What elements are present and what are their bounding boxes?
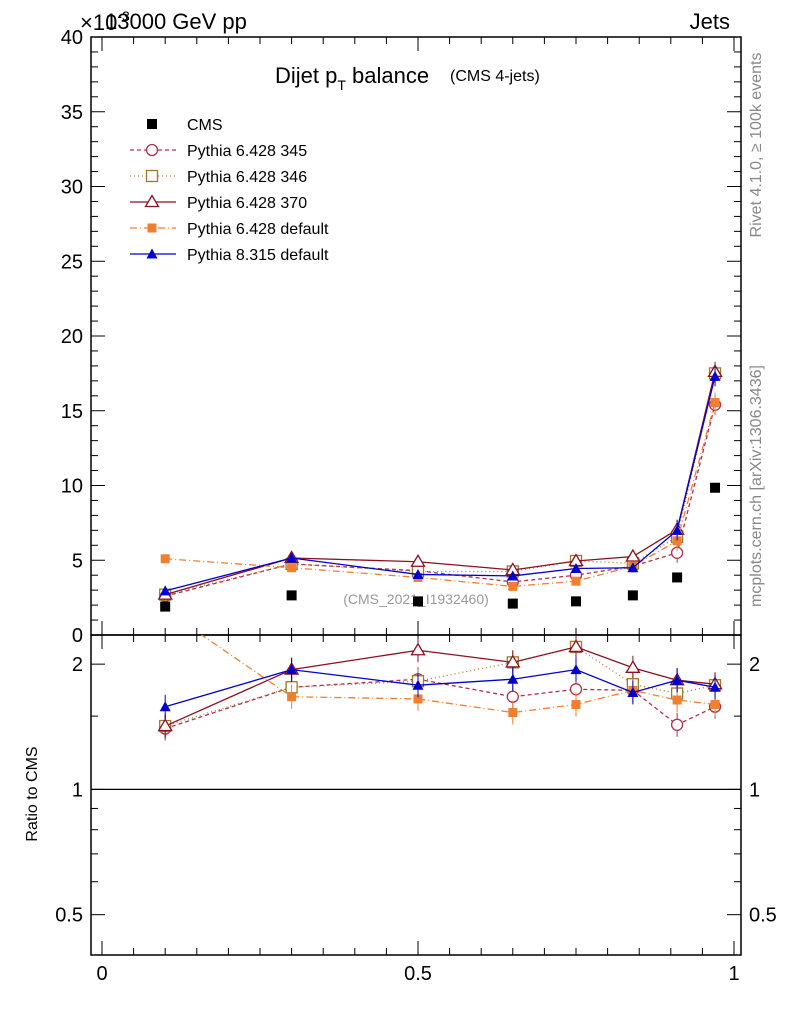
legend-label-cms: CMS — [187, 117, 223, 134]
ratio-panel-frame — [90, 634, 742, 956]
legend-marker-pythia-6-428-346 — [145, 169, 159, 183]
chart-subtitle: (CMS 4-jets) — [450, 68, 540, 85]
series-point-pythia-8-315-default — [709, 370, 721, 381]
ratio-ytick-label-right: 2 — [749, 654, 760, 676]
ratio-point-pythia-6-428-370 — [625, 660, 641, 673]
series-point-pythia-8-315-default — [159, 585, 171, 596]
cms-data-point — [627, 590, 638, 601]
main-ytick-label: 30 — [61, 177, 83, 199]
ratio-ytick-label-right: 1 — [749, 779, 760, 801]
series-point-pythia-8-315-default — [412, 568, 424, 579]
series-point-pythia-6-428-default — [160, 554, 170, 564]
legend-marker-cms — [147, 119, 157, 129]
ratio-point-pythia-6-428-default — [710, 699, 720, 709]
main-ytick-label: 40 — [61, 27, 83, 49]
series-point-pythia-8-315-default — [627, 562, 639, 573]
main-ytick-label: 10 — [61, 476, 83, 498]
ratio-point-pythia-8-315-default — [671, 674, 683, 685]
cms-data-point — [571, 596, 581, 607]
legend-label-pythia-6-428-370: Pythia 6.428 370 — [187, 195, 307, 212]
ratio-point-pythia-8-315-default — [412, 679, 424, 690]
series-point-pythia-6-428-default — [710, 398, 720, 408]
ratio-ytick-label: 2 — [72, 654, 83, 676]
ratio-point-pythia-6-428-default — [413, 694, 423, 704]
ratio-point-pythia-6-428-default — [508, 708, 518, 718]
chart-title: Dijet pT balance — [275, 63, 429, 93]
ratio-point-pythia-6-428-default — [672, 695, 682, 705]
legend-marker-pythia-6-428-345 — [145, 143, 159, 157]
legend-marker-pythia-6-428-370 — [144, 194, 160, 208]
series-point-pythia-6-428-370 — [410, 553, 426, 567]
legend-marker-pythia-8-315-default — [146, 248, 158, 259]
series-point-pythia-6-428-370 — [625, 548, 641, 562]
legend-label-pythia-6-428-345: Pythia 6.428 345 — [187, 143, 307, 160]
ratio-point-pythia-6-428-default — [287, 692, 297, 702]
mcplots-label: mcplots.cern.ch [arXiv:1306.3436] — [748, 365, 765, 607]
ratio-series-group — [157, 635, 723, 741]
main-series-group — [157, 361, 723, 612]
legend-marker-pythia-6-428-default — [147, 223, 157, 233]
cms-data-point — [286, 590, 297, 601]
legend-label-pythia-6-428-346: Pythia 6.428 346 — [187, 169, 307, 186]
ratio-point-pythia-6-428-370 — [157, 718, 173, 732]
ratio-line-pythia-6-428-370 — [164, 646, 716, 727]
xtick-label: 1 — [728, 963, 739, 985]
ratio-point-pythia-6-428-370 — [410, 642, 426, 656]
series-point-pythia-6-428-default — [508, 581, 518, 591]
cms-data-point — [413, 596, 423, 607]
xtick-label: 0 — [96, 963, 107, 985]
series-point-pythia-8-315-default — [570, 562, 582, 573]
cms-data-point — [507, 598, 518, 609]
series-point-pythia-6-428-default — [571, 576, 581, 586]
cms-data-point — [672, 572, 683, 583]
ratio-point-pythia-8-315-default — [507, 673, 519, 684]
exponent-label: ×10-3 — [80, 8, 130, 35]
main-ytick-label: 25 — [61, 251, 83, 273]
cms-data-point — [710, 482, 721, 493]
main-ytick-label: 5 — [72, 550, 83, 572]
ratio-ytick-label: 0.5 — [55, 905, 83, 927]
series-line-pythia-6-428-345 — [165, 404, 716, 597]
series-point-pythia-8-315-default — [671, 524, 683, 535]
rivet-label: Rivet 4.1.0, ≥ 100k events — [748, 53, 765, 238]
main-ytick-label: 0 — [72, 625, 83, 647]
category-label: Jets — [690, 9, 730, 34]
series-line-pythia-8-315-default — [165, 376, 716, 592]
ratio-ytick-label: 1 — [72, 779, 83, 801]
cms-data-point — [160, 601, 171, 612]
ratio-point-pythia-8-315-default — [159, 701, 171, 712]
series-point-pythia-8-315-default — [286, 552, 298, 563]
series-line-pythia-6-428-default — [165, 402, 716, 588]
ratio-point-pythia-8-315-default — [570, 664, 582, 675]
energy-label: 13000 GeV pp — [105, 9, 247, 34]
ratio-line-pythia-6-428-345 — [164, 678, 716, 730]
ratio-point-pythia-6-428-default — [571, 699, 581, 709]
series-point-pythia-6-428-default — [672, 536, 682, 546]
legend-label-pythia-6-428-default: Pythia 6.428 default — [187, 221, 329, 238]
xtick-label: 0.5 — [404, 963, 432, 985]
series-line-pythia-6-428-370 — [165, 371, 716, 596]
ratio-line-pythia-8-315-default — [165, 668, 716, 708]
ratio-point-pythia-6-428-345 — [670, 718, 684, 731]
ratio-ytick-label-right: 0.5 — [749, 905, 777, 927]
main-ytick-label: 20 — [61, 326, 83, 348]
ratio-point-pythia-6-428-370 — [568, 639, 584, 653]
main-ytick-label: 35 — [61, 102, 83, 124]
series-point-pythia-8-315-default — [507, 570, 519, 581]
ratio-ylabel: Ratio to CMS — [24, 746, 41, 841]
ratio-point-pythia-8-315-default — [627, 686, 639, 697]
main-ytick-label: 15 — [61, 401, 83, 423]
legend-label-pythia-8-315-default: Pythia 8.315 default — [187, 247, 329, 264]
ratio-line-pythia-6-428-default — [200, 635, 716, 714]
series-point-pythia-6-428-default — [287, 563, 297, 573]
ratio-point-pythia-8-315-default — [709, 681, 721, 692]
ratio-point-pythia-6-428-370 — [505, 654, 521, 668]
ratio-point-pythia-8-315-default — [286, 664, 298, 675]
